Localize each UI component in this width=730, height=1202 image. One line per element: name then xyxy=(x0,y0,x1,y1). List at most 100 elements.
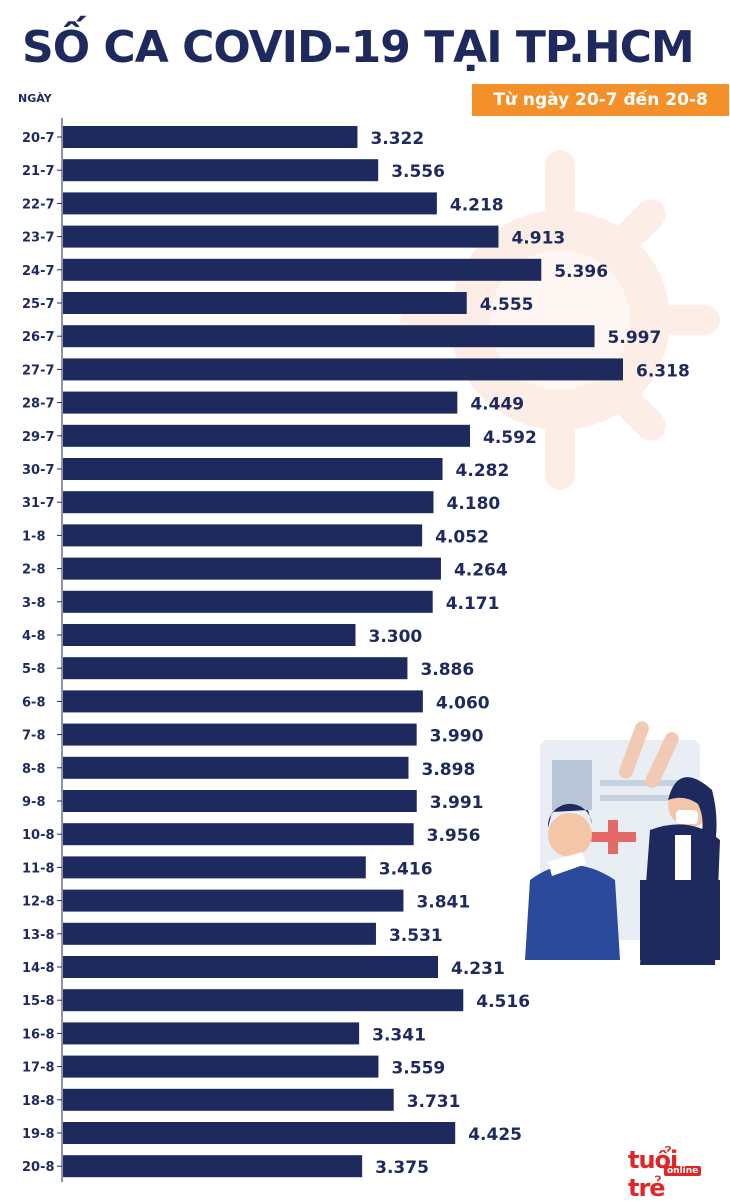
category-label: 3-8 xyxy=(22,596,46,611)
bar xyxy=(63,292,467,314)
value-label: 4.218 xyxy=(450,195,504,215)
category-label: 7-8 xyxy=(22,729,46,744)
value-label: 3.841 xyxy=(416,893,470,913)
category-label: 4-8 xyxy=(22,629,46,644)
chart-title: SỐ CA COVID-19 TẠI TP.HCM xyxy=(22,22,695,73)
bar xyxy=(63,922,376,945)
value-label: 4.052 xyxy=(435,527,489,547)
value-label: 3.886 xyxy=(420,660,474,680)
bar xyxy=(63,192,437,215)
value-label: 4.592 xyxy=(483,428,537,448)
bar xyxy=(63,1088,394,1111)
value-label: 3.956 xyxy=(427,826,481,846)
bar xyxy=(63,889,404,912)
bar xyxy=(63,1022,360,1045)
category-label: 27-7 xyxy=(22,363,55,378)
category-label: 2-8 xyxy=(22,563,46,578)
category-label: 15-8 xyxy=(22,994,55,1009)
category-label: 20-7 xyxy=(22,131,55,146)
bar xyxy=(63,225,499,248)
category-label: 28-7 xyxy=(22,397,55,412)
y-axis-label: NGÀY xyxy=(18,92,52,105)
bar xyxy=(63,590,433,613)
category-label: 30-7 xyxy=(22,463,55,478)
value-label: 4.060 xyxy=(436,693,490,713)
date-range-text: Từ ngày 20-7 đến 20-8 xyxy=(493,90,708,110)
bar xyxy=(63,989,464,1012)
value-label: 3.731 xyxy=(407,1092,461,1112)
value-label: 3.300 xyxy=(368,627,422,647)
category-label: 18-8 xyxy=(22,1094,55,1109)
category-label: 19-8 xyxy=(22,1127,55,1142)
bar xyxy=(63,325,595,348)
value-label: 5.396 xyxy=(554,262,608,282)
value-label: 4.516 xyxy=(476,992,530,1012)
bar xyxy=(63,458,443,480)
category-label: 10-8 xyxy=(22,828,55,843)
value-label: 3.559 xyxy=(391,1059,445,1079)
bar xyxy=(63,1155,363,1178)
bar xyxy=(63,823,414,846)
value-label: 5.997 xyxy=(608,328,662,348)
bar xyxy=(63,126,358,148)
category-label: 6-8 xyxy=(22,695,46,710)
value-label: 3.991 xyxy=(430,793,484,813)
category-label: 24-7 xyxy=(22,264,55,279)
value-label: 4.282 xyxy=(456,461,510,481)
tuoi-tre-logo: tuổi trẻ online xyxy=(628,1146,718,1202)
value-label: 3.322 xyxy=(370,129,424,149)
bar xyxy=(63,790,417,812)
date-range-badge: Từ ngày 20-7 đến 20-8 xyxy=(472,84,729,116)
bar xyxy=(63,723,417,746)
category-label: 17-8 xyxy=(22,1061,55,1076)
bar xyxy=(63,557,441,580)
category-label: 9-8 xyxy=(22,795,46,810)
value-label: 4.231 xyxy=(451,959,505,979)
bar xyxy=(63,524,423,547)
value-label: 3.531 xyxy=(389,926,443,946)
value-label: 3.416 xyxy=(379,859,433,879)
category-label: 29-7 xyxy=(22,430,55,445)
bar xyxy=(63,358,623,381)
value-label: 3.898 xyxy=(422,760,476,780)
category-label: 20-8 xyxy=(22,1160,55,1175)
category-label: 22-7 xyxy=(22,197,55,212)
category-label: 21-7 xyxy=(22,164,55,179)
value-label: 4.449 xyxy=(470,395,524,415)
bar xyxy=(63,624,356,646)
value-label: 4.171 xyxy=(446,594,500,614)
logo-sub-text: online xyxy=(664,1166,702,1176)
value-label: 4.264 xyxy=(454,561,508,581)
category-label: 13-8 xyxy=(22,928,55,943)
bar xyxy=(63,657,408,680)
category-label: 5-8 xyxy=(22,662,46,677)
category-label: 25-7 xyxy=(22,297,55,312)
bar xyxy=(63,1055,379,1078)
value-label: 6.318 xyxy=(636,361,690,381)
value-label: 3.341 xyxy=(372,1025,426,1045)
people-coughing-illustration xyxy=(525,721,720,965)
bar xyxy=(63,424,471,447)
category-label: 16-8 xyxy=(22,1027,55,1042)
bar xyxy=(63,856,366,879)
bar xyxy=(63,491,434,514)
value-label: 3.375 xyxy=(375,1158,429,1178)
value-label: 3.556 xyxy=(391,162,445,182)
category-label: 8-8 xyxy=(22,762,46,777)
value-label: 4.555 xyxy=(480,295,534,315)
category-label: 14-8 xyxy=(22,961,55,976)
bar xyxy=(63,956,439,978)
category-label: 12-8 xyxy=(22,895,55,910)
value-label: 4.425 xyxy=(468,1125,522,1145)
bar xyxy=(63,690,423,713)
value-label: 4.180 xyxy=(446,494,500,514)
category-label: 11-8 xyxy=(22,861,55,876)
bar xyxy=(63,391,458,414)
category-label: 31-7 xyxy=(22,496,55,511)
bar xyxy=(63,1122,456,1144)
value-label: 4.913 xyxy=(511,229,565,249)
bar xyxy=(63,756,409,779)
category-label: 1-8 xyxy=(22,529,46,544)
value-label: 3.990 xyxy=(430,727,484,747)
